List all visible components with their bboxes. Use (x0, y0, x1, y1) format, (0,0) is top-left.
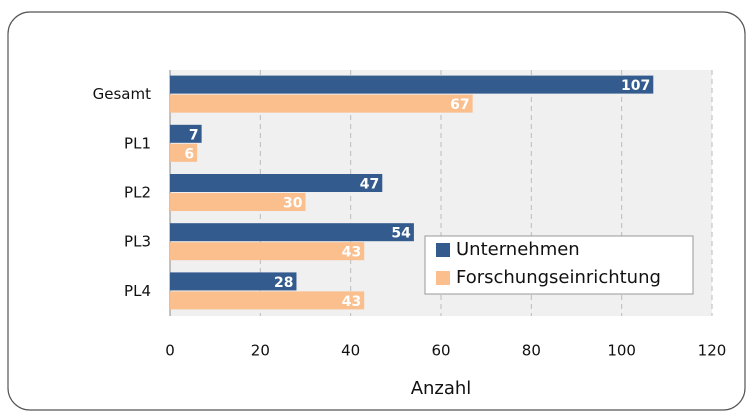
data-label: 43 (342, 294, 361, 310)
data-label: 47 (360, 177, 379, 193)
y-tick-label: PL4 (124, 282, 151, 300)
data-label: 6 (184, 146, 194, 162)
y-tick-label: Gesamt (93, 85, 151, 103)
bar (170, 242, 365, 261)
legend-swatch (436, 243, 450, 257)
data-label: 43 (342, 245, 361, 261)
x-tick-label: 60 (431, 342, 450, 360)
x-tick-label: 100 (607, 342, 636, 360)
bar (170, 94, 473, 113)
bar (170, 174, 383, 192)
x-tick-label: 40 (341, 342, 360, 360)
data-label: 30 (283, 196, 303, 212)
x-tick-label: 80 (522, 342, 541, 360)
y-tick-label: PL2 (124, 184, 151, 202)
bar (170, 193, 306, 211)
data-label: 54 (391, 226, 411, 242)
legend-swatch (436, 271, 450, 285)
bar (170, 291, 365, 310)
bar (170, 272, 297, 291)
bar (170, 143, 198, 162)
legend-label: Forschungseinrichtung (456, 267, 661, 288)
bar (170, 75, 654, 94)
x-tick-label: 20 (251, 342, 270, 360)
y-tick-label: PL3 (124, 233, 151, 251)
x-tick-label: 120 (698, 342, 727, 360)
x-tick-label: 0 (165, 342, 175, 360)
y-tick-label: PL1 (124, 134, 151, 152)
legend: Unternehmen Forschungseinrichtung (424, 235, 694, 295)
x-axis-label: Anzahl (411, 378, 472, 399)
legend-label: Unternehmen (456, 239, 580, 260)
legend-box (424, 235, 694, 295)
bar (170, 124, 202, 143)
data-label: 28 (274, 275, 293, 291)
data-label: 107 (621, 78, 650, 94)
data-label: 67 (450, 97, 469, 113)
data-label: 7 (189, 127, 199, 143)
bar (170, 223, 414, 242)
